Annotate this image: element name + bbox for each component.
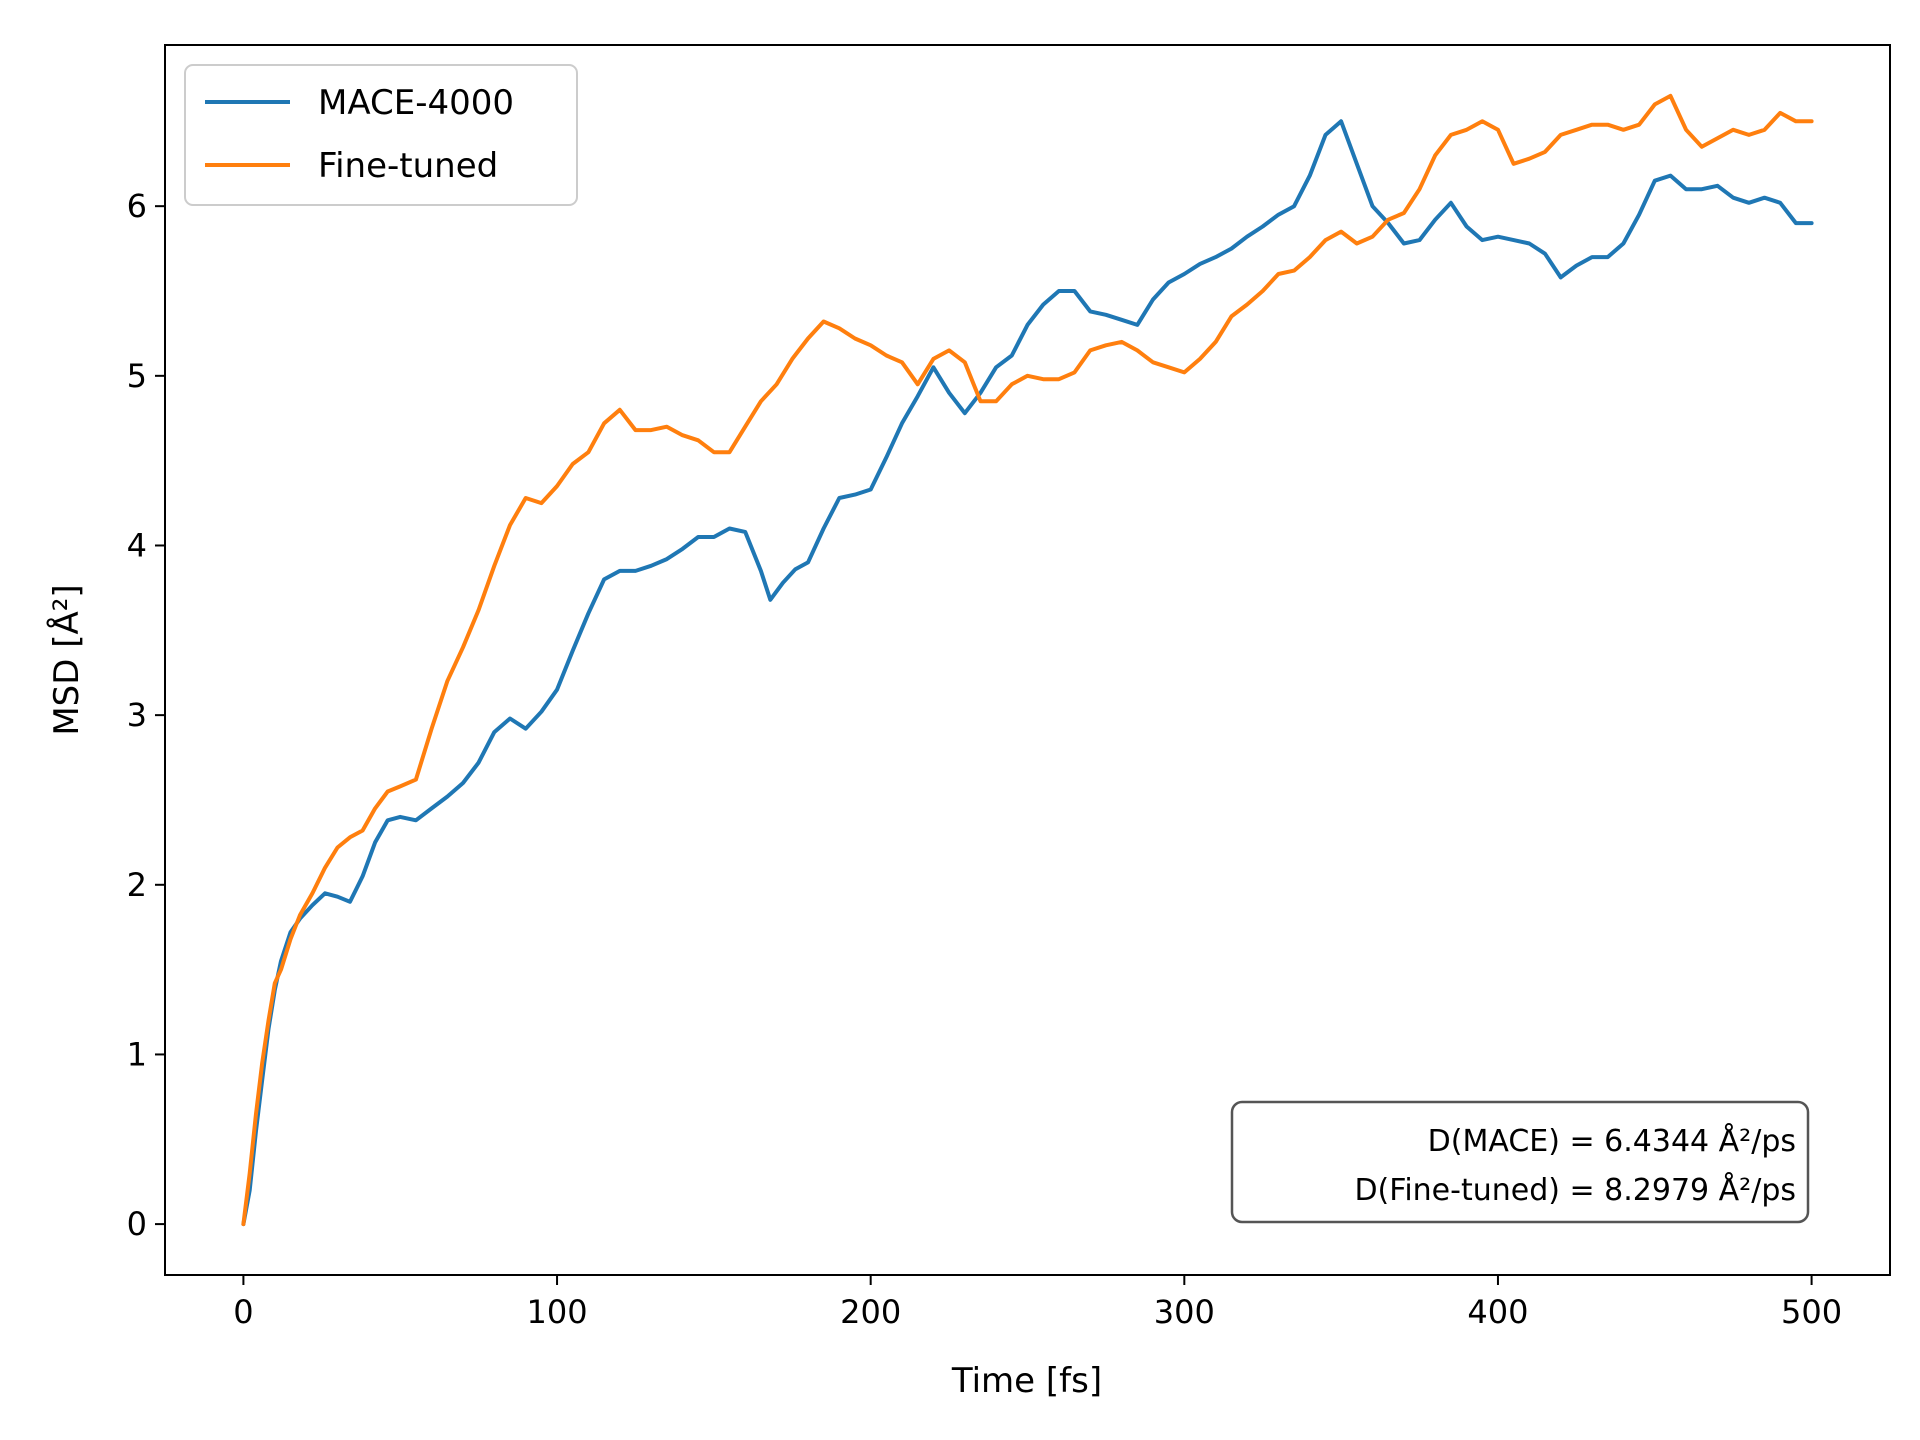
x-axis-label: Time [fs]: [951, 1361, 1102, 1401]
legend: MACE-4000 Fine-tuned: [184, 64, 578, 206]
y-axis-ticks: 0 1 2 3 4 5 6: [127, 187, 165, 1243]
y-tick-label: 0: [127, 1205, 147, 1243]
y-tick-label: 2: [127, 866, 147, 904]
annotation-line-fine-tuned: D(Fine-tuned) = 8.2979 Å²/ps: [1354, 1172, 1796, 1208]
y-tick-label: 4: [127, 526, 147, 564]
y-axis-label: MSD [Å²]: [46, 584, 87, 735]
x-tick-label: 300: [1154, 1293, 1215, 1331]
diffusion-annotation: D(MACE) = 6.4344 Å²/ps D(Fine-tuned) = 8…: [1230, 1100, 1810, 1224]
plot-area: [241, 93, 1814, 1227]
legend-label-fine-tuned: Fine-tuned: [318, 146, 498, 186]
x-tick-label: 100: [527, 1293, 588, 1331]
annotation-box: [1230, 1100, 1810, 1224]
series-line-mace-4000: [241, 119, 1814, 1227]
annotation-line-mace: D(MACE) = 6.4344 Å²/ps: [1428, 1123, 1796, 1159]
x-tick-label: 400: [1467, 1293, 1528, 1331]
x-axis-ticks: 0 100 200 300 400 500: [233, 1275, 1842, 1331]
x-tick-label: 0: [233, 1293, 253, 1331]
y-tick-label: 1: [127, 1035, 147, 1073]
y-tick-label: 6: [127, 187, 147, 225]
x-tick-label: 500: [1781, 1293, 1842, 1331]
x-tick-label: 200: [840, 1293, 901, 1331]
axes-frame: [164, 44, 1891, 1276]
y-tick-label: 5: [127, 357, 147, 395]
legend-label-mace-4000: MACE-4000: [318, 83, 514, 123]
y-tick-label: 3: [127, 696, 147, 734]
series-line-fine-tuned: [241, 93, 1814, 1227]
